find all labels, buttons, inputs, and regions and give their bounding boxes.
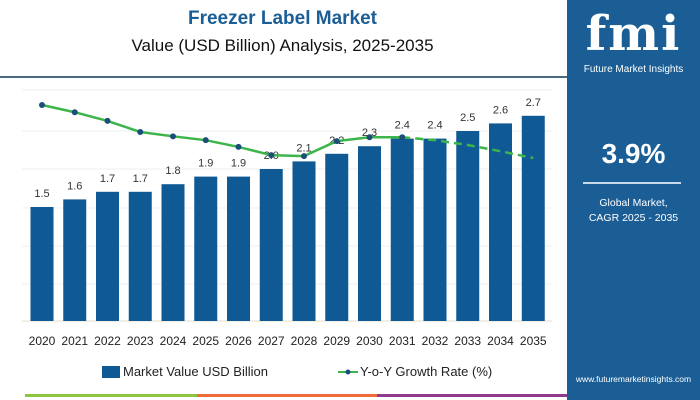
growth-point-2026 <box>235 143 242 150</box>
x-tick-2028: 2028 <box>291 334 318 348</box>
bar-2027 <box>259 169 283 321</box>
x-tick-2026: 2026 <box>225 334 252 348</box>
growth-line-solid <box>41 103 403 158</box>
growth-point-2025 <box>202 137 209 144</box>
bar-2034 <box>489 123 512 322</box>
x-tick-2033: 2033 <box>454 334 481 348</box>
x-tick-2024: 2024 <box>160 334 187 348</box>
x-tick-2025: 2025 <box>192 334 219 348</box>
growth-point-2023 <box>137 128 144 135</box>
bar-2023 <box>128 191 152 321</box>
cagr-value: 3.9% <box>601 138 666 169</box>
x-tick-2029: 2029 <box>323 334 350 348</box>
chart-plot: 1.5 2020 1.6 2021 1.7 2022 1.7 2023 1.8 2024 1.9 20… <box>22 89 552 348</box>
legend-label: Market Value USD Billion <box>123 364 268 379</box>
bar-label-2028: 2.1 <box>296 142 311 154</box>
growth-point-2029 <box>333 138 340 145</box>
footer-strip-green <box>25 394 197 397</box>
x-tick-2035: 2035 <box>520 334 547 348</box>
bar-2035 <box>521 115 545 321</box>
growth-point-2021 <box>71 109 78 116</box>
legend-bar-swatch <box>102 365 120 378</box>
bar-2032 <box>423 138 447 321</box>
website-link[interactable]: www.futuremarketinsights.com <box>575 374 692 384</box>
sidebar-panel: fmi Future Market Insights 3.9% Global M… <box>567 0 700 400</box>
logo-subtitle: Future Market Insights <box>583 64 684 75</box>
bar-label-2035: 2.7 <box>526 97 541 109</box>
x-tick-2027: 2027 <box>258 334 285 348</box>
growth-point-2022 <box>104 117 111 124</box>
x-tick-2031: 2031 <box>389 334 416 348</box>
growth-line-dashed <box>402 136 534 160</box>
legend-item-growth-rate: Y-o-Y Growth Rate (%) <box>338 364 492 379</box>
x-tick-2022: 2022 <box>94 334 121 348</box>
x-tick-2020: 2020 <box>29 334 56 348</box>
legend-label: Y-o-Y Growth Rate (%) <box>360 364 493 379</box>
x-tick-2030: 2030 <box>356 334 383 348</box>
bar-2020 <box>30 207 54 321</box>
chart-subtitle: Value (USD Billion) Analysis, 2025-2035 <box>131 36 434 55</box>
footer-strip-purple <box>377 394 567 397</box>
bar-label-2032: 2.4 <box>427 120 442 132</box>
cagr-label-line1: Global Market, <box>599 197 668 209</box>
bar-2030 <box>358 146 381 321</box>
growth-point-2028 <box>301 153 307 160</box>
bar-2026 <box>227 176 250 321</box>
cagr-label: Global Market, CAGR 2025 - 2035 <box>567 196 700 226</box>
bar-label-2031: 2.4 <box>395 120 410 132</box>
bar-label-2020: 1.5 <box>34 188 49 200</box>
bar-2029 <box>325 153 349 321</box>
growth-point-2027 <box>268 152 275 159</box>
bar-2033 <box>456 131 480 321</box>
x-tick-2023: 2023 <box>127 334 154 348</box>
growth-point-2030 <box>366 134 373 141</box>
cagr-divider <box>583 182 681 184</box>
bar-2025 <box>194 176 218 321</box>
bar-2028 <box>292 161 316 321</box>
bar-2022 <box>96 191 119 321</box>
bar-label-2033: 2.5 <box>460 112 475 124</box>
legend-item-market-value: Market Value USD Billion <box>102 364 268 379</box>
bar-2024 <box>161 184 185 321</box>
bar-label-2034: 2.6 <box>493 104 508 116</box>
cagr-label-line2: CAGR 2025 - 2035 <box>588 212 679 224</box>
footer-strip-orange <box>197 394 377 397</box>
growth-point-2031 <box>399 134 406 141</box>
growth-point-2020 <box>39 102 45 108</box>
x-tick-2021: 2021 <box>61 334 88 348</box>
bar-label-2026: 1.9 <box>231 158 246 170</box>
chart-title: Freezer Label Market <box>187 8 378 29</box>
header-divider <box>0 76 567 78</box>
growth-point-2024 <box>170 133 176 140</box>
x-tick-2032: 2032 <box>422 334 449 348</box>
legend-line-swatch <box>338 369 358 374</box>
bar-2031 <box>390 138 414 321</box>
x-tick-2034: 2034 <box>487 334 514 348</box>
bar-label-2024: 1.8 <box>165 165 180 177</box>
bar-label-2025: 1.9 <box>198 158 213 170</box>
bar-2021 <box>63 199 87 321</box>
bar-label-2021: 1.6 <box>67 180 82 192</box>
bar-label-2023: 1.7 <box>133 173 148 185</box>
fmi-logo: fmi <box>585 6 682 62</box>
bar-label-2022: 1.7 <box>100 173 115 185</box>
